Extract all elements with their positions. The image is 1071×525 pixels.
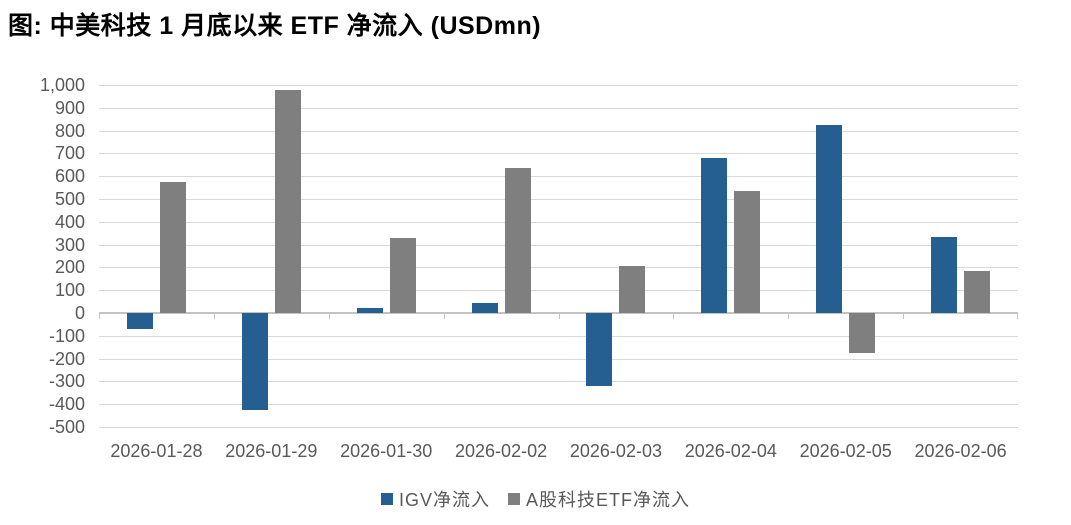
bar-s0-c0: [126, 313, 153, 329]
bar-s1-c5: [734, 191, 761, 313]
x-tick-label: 2026-01-29: [225, 441, 318, 461]
bar-s1-c1: [274, 89, 301, 313]
category-cell: [329, 85, 444, 427]
bar-s0-c7: [931, 236, 958, 313]
x-axis: 2026-01-28 2026-01-29 2026-01-30 2026-02-02…: [99, 441, 1018, 465]
category-cell: [444, 85, 559, 427]
gridline: [99, 199, 1018, 200]
legend-item-0: IGV净流入: [380, 486, 490, 512]
y-tick-label: 500: [54, 189, 85, 209]
y-tick-label: -300: [48, 371, 85, 392]
y-tick-label: -400: [48, 394, 85, 415]
axis-tick: [903, 313, 905, 319]
y-tick-label: 400: [54, 211, 85, 232]
category-cell: [788, 85, 903, 427]
bar-s0-c1: [241, 313, 268, 410]
category-cell: [99, 85, 214, 427]
y-tick-label: -100: [48, 325, 85, 346]
bar-s1-c6: [849, 313, 876, 353]
x-tick-label: 2026-02-04: [684, 441, 777, 461]
axis-tick: [99, 313, 100, 319]
gridline: [99, 85, 1018, 86]
category-cell: [214, 85, 329, 427]
bar-s1-c3: [504, 168, 531, 313]
plot-area: [99, 85, 1018, 428]
category-cell: [903, 85, 1018, 427]
gridline: [99, 358, 1018, 360]
y-tick-label: 900: [54, 97, 85, 118]
y-tick-label: 200: [54, 257, 85, 278]
axis-tick: [213, 313, 215, 319]
x-tick-label: 2026-02-02: [455, 441, 548, 461]
axis-tick: [558, 313, 560, 319]
axis-tick: [788, 313, 790, 319]
bar-s0-c3: [471, 302, 498, 313]
bar-s0-c4: [586, 313, 613, 386]
x-tick-label: 2026-01-28: [110, 441, 203, 461]
bar-s0-c6: [816, 124, 843, 313]
y-tick-label: 100: [54, 280, 85, 301]
axis-tick: [1017, 313, 1018, 319]
category-cell: [673, 85, 788, 427]
chart-title: 图: 中美科技 1 月底以来 ETF 净流入 (USDmn): [8, 12, 542, 40]
gridline: [99, 176, 1018, 178]
axis-tick: [443, 313, 445, 319]
x-tick-label: 2026-02-05: [799, 441, 892, 461]
gridline: [99, 404, 1018, 406]
x-tick-label: 2026-01-30: [340, 441, 433, 461]
axis-tick: [328, 313, 330, 319]
gridline: [99, 244, 1018, 246]
legend-swatch-icon: [380, 493, 393, 505]
x-tick-label: 2026-02-03: [569, 441, 662, 461]
gridline: [99, 267, 1018, 269]
y-tick-label: 700: [54, 143, 85, 164]
y-tick-label: -500: [48, 417, 85, 437]
legend-label: IGV净流入: [398, 490, 490, 510]
bar-s1-c2: [389, 237, 416, 313]
legend-label: A股科技ETF净流入: [526, 490, 691, 510]
y-tick-label: 1,000: [39, 75, 85, 95]
axis-tick: [673, 313, 675, 319]
bar-s0-c2: [356, 308, 383, 313]
y-tick-label: 800: [54, 120, 85, 141]
bar-s1-c0: [159, 181, 186, 313]
legend-swatch-icon: [508, 493, 520, 505]
legend-item-1: A股科技ETF净流入: [508, 486, 690, 512]
bar-s1-c7: [964, 270, 991, 313]
gridline: [99, 107, 1018, 109]
gridline: [99, 221, 1018, 223]
bar-s0-c5: [701, 157, 728, 313]
gridline: [99, 427, 1018, 428]
gridline: [99, 130, 1018, 132]
y-tick-label: 600: [54, 166, 85, 187]
y-tick-label: 0: [74, 303, 85, 323]
gridline: [99, 381, 1018, 383]
y-tick-label: -200: [48, 348, 85, 369]
bar-s1-c4: [619, 266, 646, 313]
gridline: [99, 335, 1018, 337]
gridline: [99, 290, 1018, 292]
y-tick-label: 300: [54, 234, 85, 255]
gridline: [99, 153, 1018, 155]
y-axis: 1,000 900 800 700 600 500 400 300 200 100 0 -100 -20…: [0, 76, 85, 436]
category-cell: [559, 85, 674, 427]
x-tick-label: 2026-02-06: [914, 441, 1007, 461]
legend: IGV净流入 A股科技ETF净流入: [0, 486, 1071, 512]
